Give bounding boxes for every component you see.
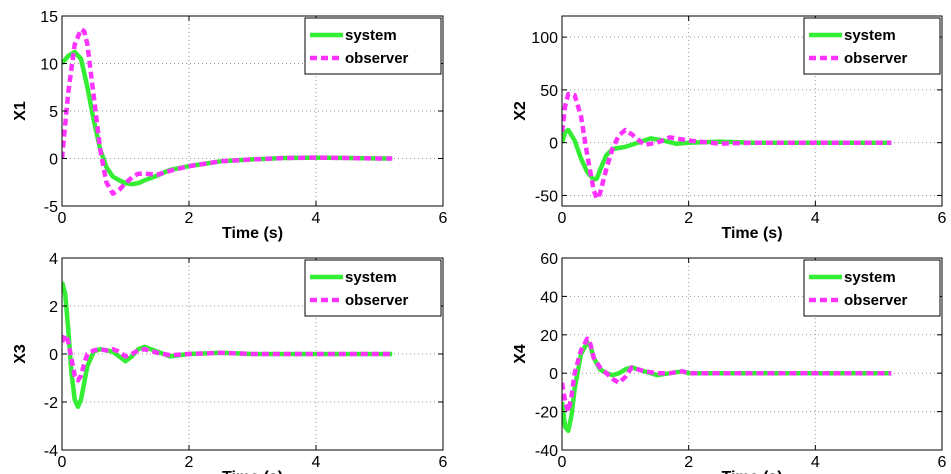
axes-frame	[561, 15, 943, 207]
legend-label-observer: observer	[345, 50, 409, 67]
x-tick-label: 0	[58, 454, 67, 471]
legend: system observer	[803, 259, 941, 317]
x-tick-label: 4	[811, 454, 820, 471]
y-tick-label: -50	[535, 188, 558, 205]
legend-label-system: system	[844, 269, 896, 286]
y-tick-label: -2	[44, 395, 58, 412]
legend-label-observer: observer	[345, 292, 409, 309]
y-tick-label: -20	[535, 405, 558, 422]
legend-box	[803, 259, 941, 317]
y-tick-label: -5	[44, 199, 58, 216]
y-tick-label: 0	[549, 136, 558, 153]
y-axis-label: X4	[512, 344, 529, 364]
y-tick-label: 5	[49, 104, 58, 121]
subplot-4: 0 2 4 6 -40 -20 0 20 40 60 Time (s) X4 system observe…	[512, 251, 947, 474]
x-axis-label: Time (s)	[721, 225, 782, 242]
x-axis-label: Time (s)	[222, 225, 283, 242]
y-axis-label: X2	[512, 101, 529, 121]
y-tick-label: 0	[49, 347, 58, 364]
y-tick-label: 15	[40, 9, 58, 26]
y-tick-label: 2	[49, 299, 58, 316]
x-tick-label: 6	[938, 210, 947, 227]
series-line-observer	[562, 91, 892, 201]
y-tick-label: 60	[540, 251, 558, 268]
y-tick-label: 4	[49, 251, 58, 268]
x-tick-label: 2	[185, 454, 194, 471]
legend-label-observer: observer	[844, 292, 908, 309]
x-tick-label: 6	[439, 210, 448, 227]
x-tick-label: 0	[58, 210, 67, 227]
legend: system observer	[803, 17, 941, 75]
legend-label-system: system	[844, 27, 896, 44]
axes-frame	[561, 257, 943, 451]
y-tick-label: 50	[540, 83, 558, 100]
legend-label-system: system	[345, 27, 397, 44]
series-line-observer	[62, 27, 393, 196]
y-tick-label: 20	[540, 328, 558, 345]
y-tick-label: 0	[49, 152, 58, 169]
series-line-observer	[62, 332, 393, 383]
x-tick-label: 6	[439, 454, 448, 471]
x-axis-label: Time (s)	[222, 469, 283, 474]
legend: system observer	[304, 17, 442, 75]
y-tick-label: 10	[40, 57, 58, 74]
y-axis-label: X3	[12, 344, 29, 364]
legend-label-observer: observer	[844, 50, 908, 67]
legend-box	[304, 259, 442, 317]
series-line-observer	[562, 336, 892, 414]
y-tick-label: 40	[540, 289, 558, 306]
y-tick-label: 100	[531, 30, 558, 47]
x-tick-label: 6	[938, 454, 947, 471]
x-tick-label: 2	[684, 210, 693, 227]
y-tick-label: 0	[549, 366, 558, 383]
x-tick-label: 4	[811, 210, 820, 227]
legend-box	[304, 17, 442, 75]
y-tick-label: -4	[44, 443, 58, 460]
legend: system observer	[304, 259, 442, 317]
subplot-3: 0 2 4 6 -4 -2 0 2 4 Time (s) X3 system observer	[12, 251, 448, 474]
x-tick-label: 4	[312, 210, 321, 227]
legend-label-system: system	[345, 269, 397, 286]
x-tick-label: 0	[558, 210, 567, 227]
legend-box	[803, 17, 941, 75]
y-axis-label: X1	[12, 101, 29, 121]
x-tick-label: 2	[684, 454, 693, 471]
x-tick-label: 0	[558, 454, 567, 471]
x-tick-label: 4	[312, 454, 321, 471]
x-tick-label: 2	[185, 210, 194, 227]
y-tick-label: -40	[535, 443, 558, 460]
x-axis-label: Time (s)	[721, 469, 782, 474]
